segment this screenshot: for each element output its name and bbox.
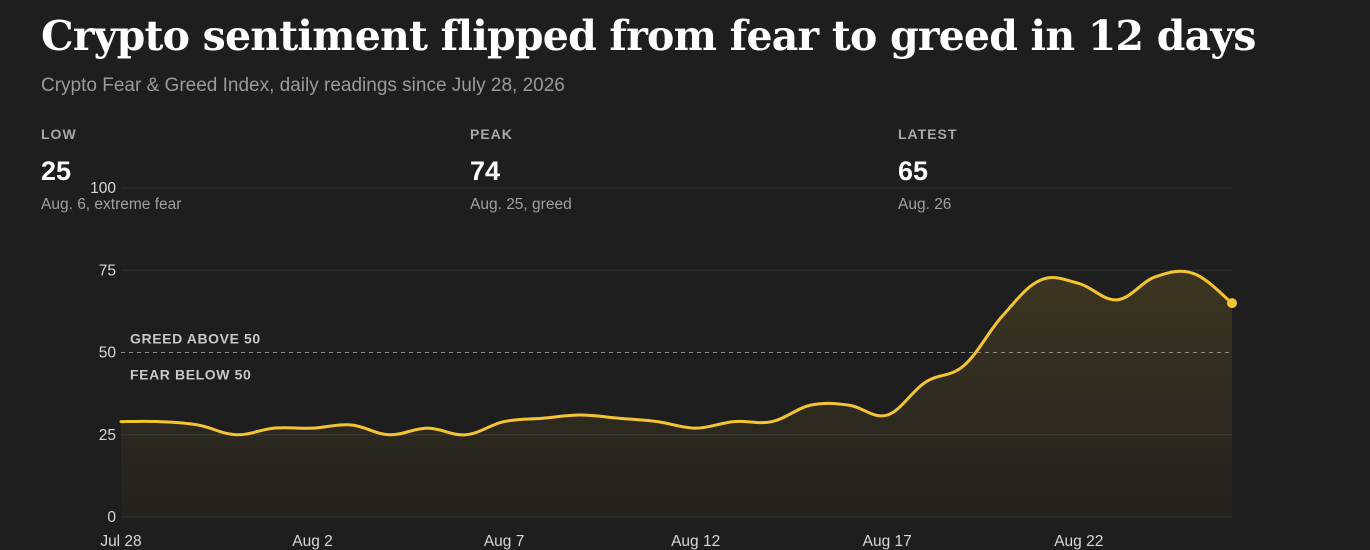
stat-peak-value: 74 [470,156,501,186]
x-tick-label: Aug 2 [292,533,333,550]
y-tick-label: 0 [107,509,116,526]
y-tick-label: 75 [99,262,116,279]
stat-latest-label: LATEST [898,126,958,142]
x-tick-label: Jul 28 [100,533,141,550]
x-tick-label: Aug 12 [671,533,720,550]
chart-subtitle: Crypto Fear & Greed Index, daily reading… [41,75,565,96]
stat-peak: PEAK 74 Aug. 25, greed [470,126,572,214]
y-tick-label: 50 [99,345,117,362]
x-tick-label: Aug 22 [1054,533,1103,550]
stat-peak-note: Aug. 25, greed [470,196,572,213]
stat-low-label: LOW [41,126,77,142]
fear-below-label: FEAR BELOW 50 [130,367,251,383]
stat-latest: LATEST 65 Aug. 26 [898,126,957,214]
stat-latest-value: 65 [898,156,929,186]
stat-latest-note: Aug. 26 [898,196,952,213]
chart-title: Crypto sentiment flipped from fear to gr… [41,12,1257,60]
area-fill [121,271,1232,517]
y-tick-label: 100 [90,180,116,197]
series-line [119,269,1234,437]
stat-low: LOW 25 Aug. 6, extreme fear [41,126,181,214]
x-tick-label: Aug 7 [484,533,525,550]
stat-low-value: 25 [41,156,72,186]
x-tick-label: Aug 17 [863,533,912,550]
stat-peak-label: PEAK [470,126,513,142]
y-tick-label: 25 [99,427,116,444]
stat-low-note: Aug. 6, extreme fear [41,196,182,213]
greed-above-label: GREED ABOVE 50 [130,331,261,347]
latest-point [1227,298,1237,309]
